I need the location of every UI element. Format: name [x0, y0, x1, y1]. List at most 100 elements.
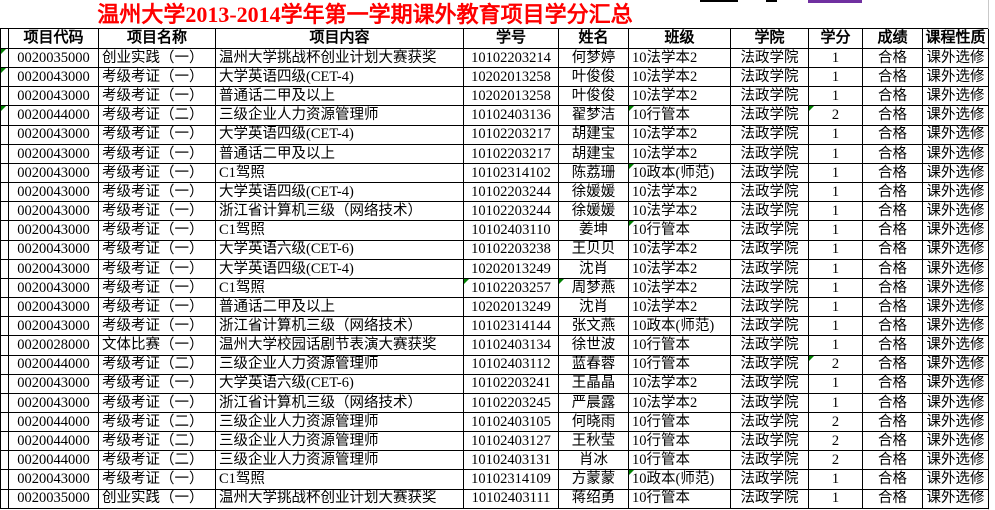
cell-code[interactable]: 0020043000 [9, 125, 99, 145]
cell-content[interactable]: 温州大学挑战杯创业计划大赛获奖 [216, 49, 464, 69]
cell-class_name[interactable]: 10行管本 [629, 106, 731, 126]
cell-strip[interactable] [1, 278, 9, 299]
cell-credit[interactable]: 1 [809, 489, 863, 509]
cell-course_type[interactable]: 课外选修 [923, 49, 989, 69]
cell-college[interactable]: 法政学院 [731, 278, 809, 299]
cell-student_name[interactable]: 方蒙蒙 [559, 470, 629, 490]
cell-grade[interactable]: 合格 [863, 87, 923, 107]
cell-course_type[interactable]: 课外选修 [923, 202, 989, 222]
cell-course_type[interactable]: 课外选修 [923, 240, 989, 260]
cell-student_id[interactable]: 10102403127 [464, 432, 559, 452]
cell-college[interactable]: 法政学院 [731, 106, 809, 126]
cell-credit[interactable]: 1 [809, 317, 863, 337]
cell-course_type[interactable]: 课外选修 [923, 432, 989, 452]
cell-student_name[interactable]: 胡建宝 [559, 125, 629, 145]
cell-code[interactable]: 0020043000 [9, 87, 99, 107]
cell-content[interactable]: 浙江省计算机三级（网络技术） [216, 202, 464, 222]
cell-code[interactable]: 0020044000 [9, 412, 99, 433]
cell-class_name[interactable]: 10政本(师范) [629, 470, 731, 490]
cell-category[interactable]: 文体比赛（一） [99, 336, 216, 356]
cell-credit[interactable]: 1 [809, 393, 863, 413]
cell-course_type[interactable]: 课外选修 [923, 393, 989, 413]
header-cell-class_name[interactable]: 班级 [629, 29, 731, 49]
cell-college[interactable]: 法政学院 [731, 317, 809, 337]
cell-strip[interactable] [1, 163, 9, 184]
cell-code[interactable]: 0020043000 [9, 163, 99, 184]
cell-strip[interactable] [1, 125, 9, 145]
cell-class_name[interactable]: 10行管本 [629, 489, 731, 509]
cell-category[interactable]: 创业实践（一） [99, 489, 216, 509]
cell-category[interactable]: 考级考证（一） [99, 374, 216, 394]
cell-class_name[interactable]: 10行管本 [629, 412, 731, 433]
cell-college[interactable]: 法政学院 [731, 470, 809, 490]
cell-content[interactable]: 三级企业人力资源管理师 [216, 412, 464, 433]
cell-student_id[interactable]: 10102203217 [464, 144, 559, 164]
cell-category[interactable]: 考级考证（二） [99, 106, 216, 126]
cell-category[interactable]: 考级考证（一） [99, 393, 216, 413]
cell-credit[interactable]: 1 [809, 259, 863, 279]
cell-grade[interactable]: 合格 [863, 183, 923, 203]
cell-student_id[interactable]: 10102403111 [464, 489, 559, 509]
cell-credit[interactable]: 1 [809, 183, 863, 203]
cell-content[interactable]: 浙江省计算机三级（网络技术） [216, 317, 464, 337]
cell-code[interactable]: 0020043000 [9, 470, 99, 490]
cell-grade[interactable]: 合格 [863, 470, 923, 490]
cell-student_name[interactable]: 王秋莹 [559, 432, 629, 452]
cell-class_name[interactable]: 10法学本2 [629, 125, 731, 145]
cell-student_name[interactable]: 胡建宝 [559, 144, 629, 164]
cell-credit[interactable]: 1 [809, 298, 863, 318]
cell-class_name[interactable]: 10法学本2 [629, 374, 731, 394]
cell-strip[interactable] [1, 432, 9, 452]
cell-credit[interactable]: 1 [809, 49, 863, 69]
header-cell-code[interactable]: 项目代码 [9, 29, 99, 49]
cell-student_name[interactable]: 徐媛媛 [559, 202, 629, 222]
cell-grade[interactable]: 合格 [863, 163, 923, 184]
cell-strip[interactable] [1, 144, 9, 164]
cell-grade[interactable]: 合格 [863, 106, 923, 126]
cell-college[interactable]: 法政学院 [731, 202, 809, 222]
cell-student_id[interactable]: 10102203214 [464, 49, 559, 69]
cell-college[interactable]: 法政学院 [731, 355, 809, 375]
cell-content[interactable]: 大学英语六级(CET-6) [216, 374, 464, 394]
cell-code[interactable]: 0020043000 [9, 393, 99, 413]
cell-credit[interactable]: 2 [809, 432, 863, 452]
cell-class_name[interactable]: 10行管本 [629, 451, 731, 471]
cell-category[interactable]: 考级考证（一） [99, 240, 216, 260]
cell-content[interactable]: 大学英语四级(CET-4) [216, 125, 464, 145]
cell-category[interactable]: 考级考证（二） [99, 432, 216, 452]
cell-class_name[interactable]: 10法学本2 [629, 49, 731, 69]
cell-code[interactable]: 0020043000 [9, 259, 99, 279]
cell-student_name[interactable]: 何晓雨 [559, 412, 629, 433]
cell-student_name[interactable]: 何梦婷 [559, 49, 629, 69]
cell-student_name[interactable]: 叶俊俊 [559, 87, 629, 107]
cell-credit[interactable]: 1 [809, 163, 863, 184]
cell-credit[interactable]: 1 [809, 336, 863, 356]
cell-code[interactable]: 0020044000 [9, 106, 99, 126]
cell-grade[interactable]: 合格 [863, 432, 923, 452]
cell-student_id[interactable]: 10102314144 [464, 317, 559, 337]
header-cell-strip[interactable] [1, 29, 9, 49]
cell-code[interactable]: 0020043000 [9, 298, 99, 318]
cell-category[interactable]: 考级考证（一） [99, 259, 216, 279]
cell-content[interactable]: C1驾照 [216, 470, 464, 490]
cell-student_name[interactable]: 周梦燕 [559, 278, 629, 299]
cell-college[interactable]: 法政学院 [731, 68, 809, 88]
cell-grade[interactable]: 合格 [863, 317, 923, 337]
cell-content[interactable]: 普通话二甲及以上 [216, 144, 464, 164]
cell-category[interactable]: 考级考证（一） [99, 87, 216, 107]
cell-strip[interactable] [1, 87, 9, 107]
cell-content[interactable]: 大学英语四级(CET-4) [216, 183, 464, 203]
cell-content[interactable]: C1驾照 [216, 221, 464, 241]
cell-class_name[interactable]: 10法学本2 [629, 183, 731, 203]
cell-credit[interactable]: 2 [809, 355, 863, 375]
cell-code[interactable]: 0020043000 [9, 317, 99, 337]
cell-course_type[interactable]: 课外选修 [923, 106, 989, 126]
cell-college[interactable]: 法政学院 [731, 240, 809, 260]
cell-course_type[interactable]: 课外选修 [923, 144, 989, 164]
cell-student_name[interactable]: 沈肖 [559, 259, 629, 279]
cell-class_name[interactable]: 10法学本2 [629, 278, 731, 299]
cell-grade[interactable]: 合格 [863, 240, 923, 260]
cell-course_type[interactable]: 课外选修 [923, 412, 989, 433]
cell-student_id[interactable]: 10102403134 [464, 336, 559, 356]
cell-course_type[interactable]: 课外选修 [923, 374, 989, 394]
